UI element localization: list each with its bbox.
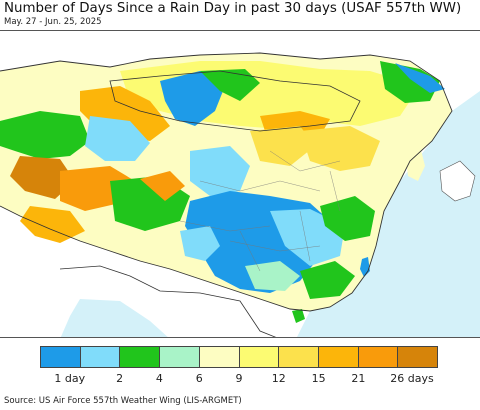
- legend-label: 21: [351, 372, 366, 385]
- mongolia-border: [109, 70, 361, 132]
- zone-north-china-yellow: [300, 126, 380, 171]
- province-lines: [179, 150, 341, 272]
- legend-swatch-5: [198, 347, 239, 367]
- zone-qinghai-lightblue: [190, 146, 250, 196]
- zone-west-orange: [10, 156, 75, 199]
- legend-label: 15: [311, 372, 326, 385]
- legend-swatch-4: [159, 347, 199, 367]
- legend-label: 2: [116, 372, 124, 385]
- bay-of-bengal: [60, 299, 168, 337]
- japan: [439, 160, 476, 202]
- zone-west-lightblue: [85, 116, 150, 161]
- zone-southeast-green: [300, 261, 355, 299]
- hainan: [292, 309, 305, 323]
- zone-ne-blue: [395, 63, 445, 93]
- legend-label: 26 days: [390, 372, 434, 385]
- zone-west-green: [0, 111, 90, 159]
- date-range: May. 27 - Jun. 25, 2025: [4, 17, 102, 27]
- south-border: [59, 265, 277, 337]
- legend-swatch-1: [41, 347, 80, 367]
- legend-swatch-2: [79, 347, 120, 367]
- legend-label: 9: [235, 372, 243, 385]
- legend-swatch-7: [278, 347, 318, 367]
- legend-swatch-3: [119, 347, 160, 367]
- legend-label: 6: [195, 372, 203, 385]
- zone-ne-green: [380, 61, 440, 103]
- korea: [405, 146, 425, 181]
- china-border: [0, 52, 453, 312]
- zone-mongolia-blue: [160, 71, 225, 126]
- legend-labels: 1 day 2 4 6 9 12 15 21 26 days: [40, 372, 438, 386]
- zone-mongolia-green: [200, 69, 260, 101]
- legend-label: 4: [155, 372, 163, 385]
- legend-swatch-9: [357, 347, 398, 367]
- rain-day-map: [0, 31, 480, 337]
- pacific-ocean: [297, 91, 480, 337]
- zone-tibet-west-orange: [20, 206, 85, 243]
- zone-east-green: [320, 196, 375, 241]
- sea-of-japan: [440, 111, 480, 181]
- legend-swatch-8: [317, 347, 358, 367]
- legend-swatch-6: [238, 347, 279, 367]
- source-note: Source: US Air Force 557th Weather Wing …: [4, 396, 242, 406]
- zone-sichuan-lightblue: [180, 226, 220, 261]
- zone-tibet-orange: [140, 171, 185, 201]
- legend-label: 12: [271, 372, 286, 385]
- map-title: Number of Days Since a Rain Day in past …: [4, 1, 462, 16]
- zone-yellow-central: [250, 126, 315, 166]
- legend-colorbar: [40, 346, 438, 368]
- map-panel: [0, 30, 480, 338]
- legend-label: 1 day: [54, 372, 86, 385]
- legend-swatch-10: [397, 347, 438, 367]
